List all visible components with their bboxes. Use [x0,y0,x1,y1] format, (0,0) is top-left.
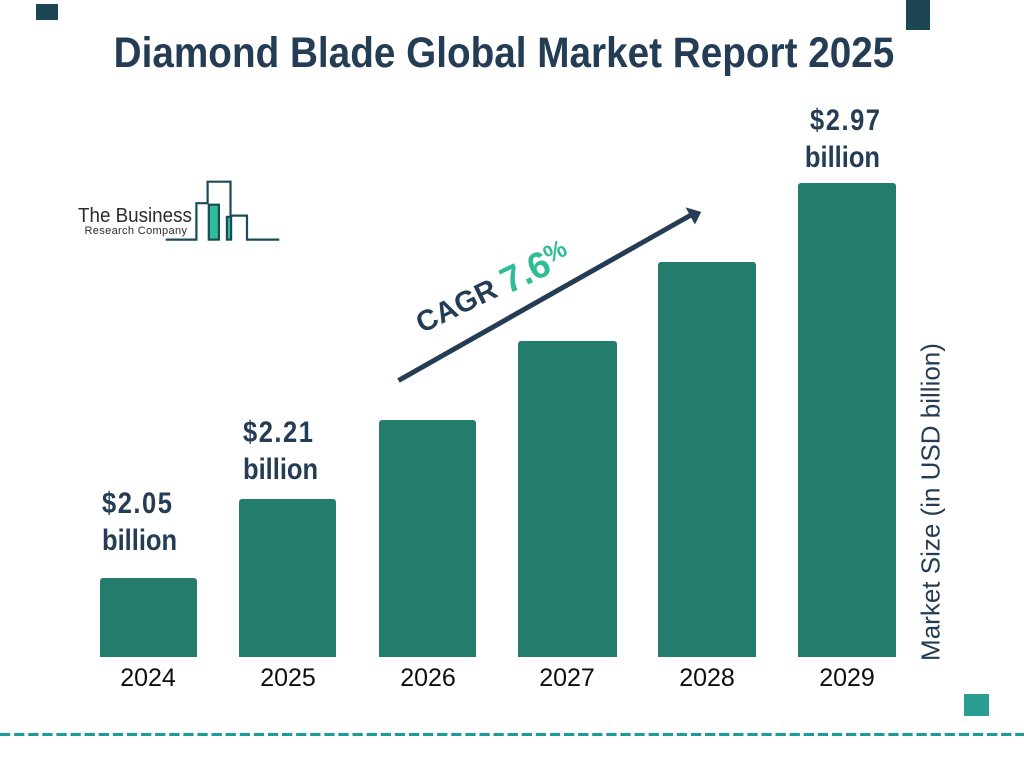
svg-text:CAGR 7.6%: CAGR 7.6% [409,233,577,343]
